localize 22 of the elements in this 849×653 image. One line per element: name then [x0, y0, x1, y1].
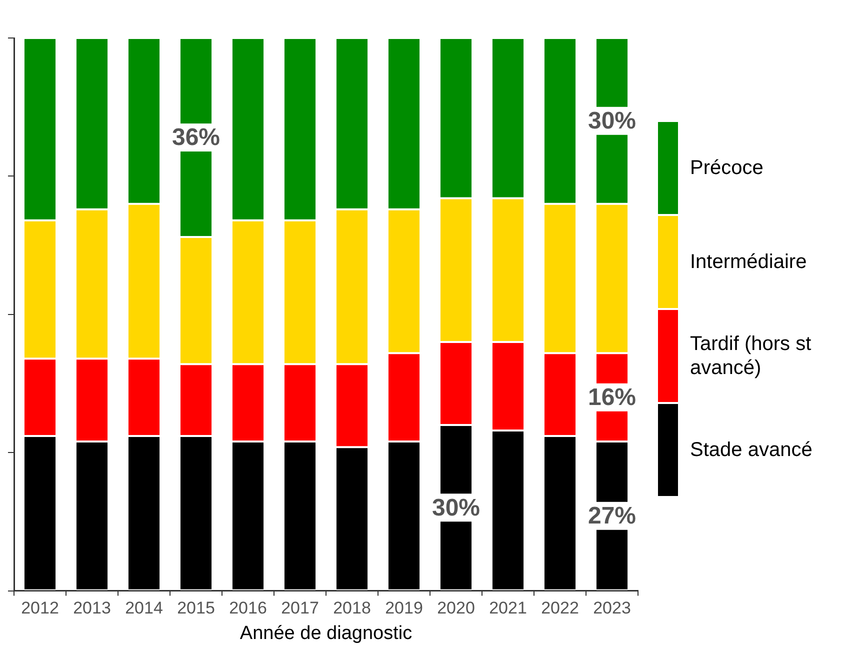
x-tick-label: 2020 — [437, 598, 475, 618]
data-label: 36% — [172, 124, 220, 152]
text: Tardif (hors st avancé) — [690, 332, 812, 380]
text: Précoce — [690, 156, 764, 180]
x-tick-label: 2013 — [73, 598, 111, 618]
x-tick-label: 2012 — [21, 598, 59, 618]
x-axis-title: Année de diagnostic — [240, 622, 412, 644]
x-tick-label: 2017 — [281, 598, 319, 618]
data-label: 30% — [588, 108, 636, 135]
data-label: 30% — [432, 494, 480, 522]
x-tick-label: 2023 — [593, 598, 631, 618]
x-tick-label: 2022 — [541, 598, 579, 618]
text: Stade avancé — [690, 438, 814, 462]
x-tick-label: 2015 — [177, 598, 215, 618]
x-tick-label: 2019 — [385, 598, 423, 618]
data-label: 16% — [588, 384, 636, 411]
x-tick-label: 2014 — [125, 598, 163, 618]
x-tick-label: 2021 — [489, 598, 527, 618]
text: Intermédiaire — [690, 250, 808, 274]
x-tick-label: 2016 — [229, 598, 267, 618]
x-tick-label: 2018 — [333, 598, 371, 618]
data-label: 27% — [588, 502, 636, 530]
